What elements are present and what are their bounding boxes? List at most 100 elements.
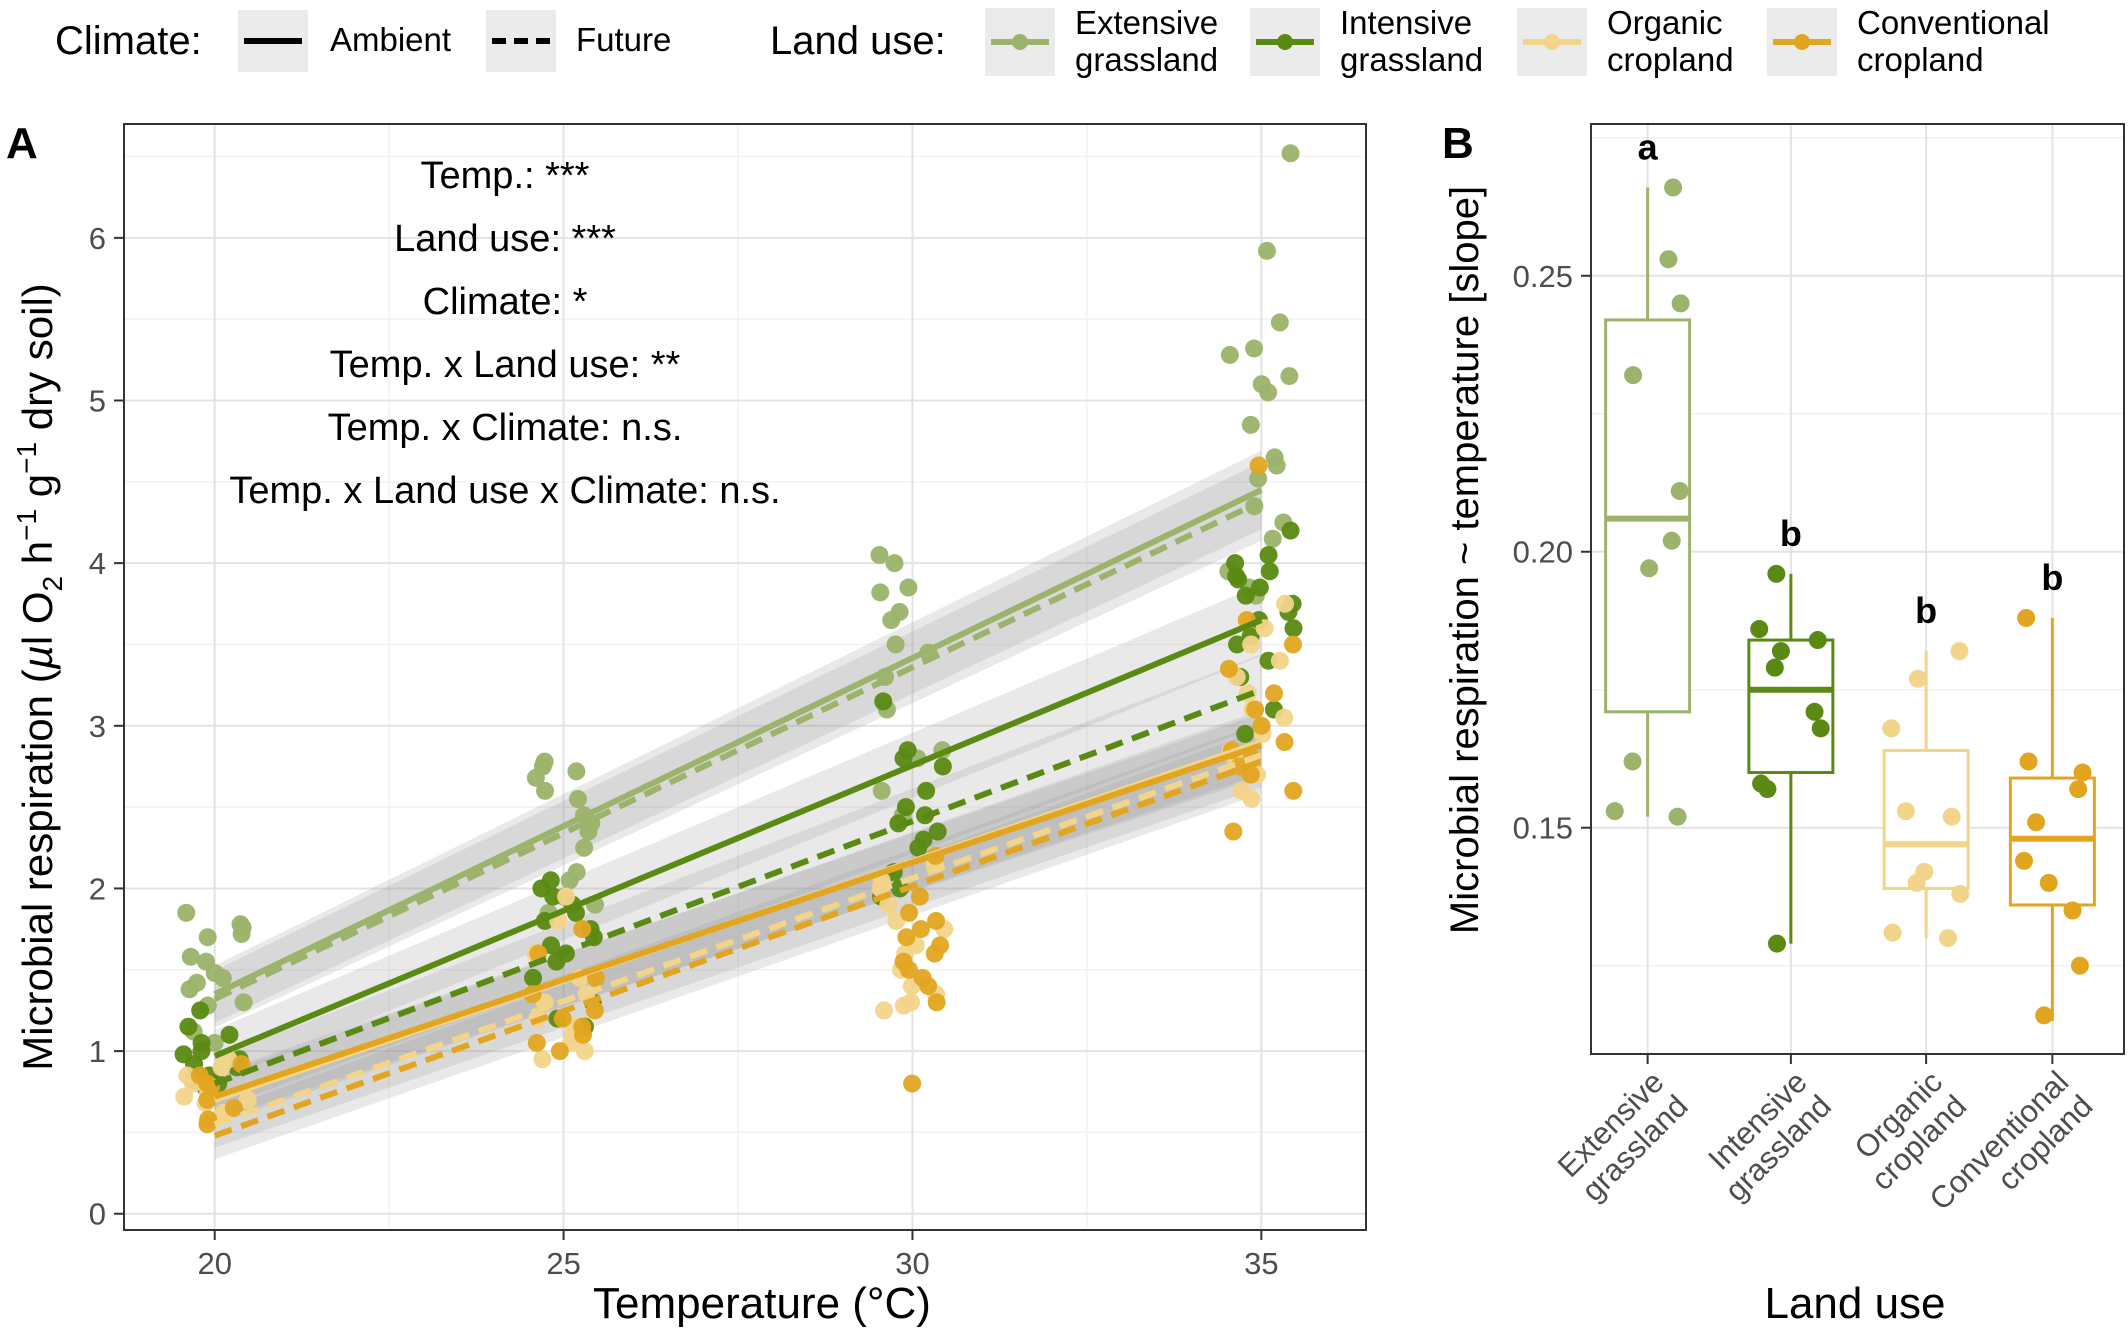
legend: Climate: Ambient Future Land use: Extens… — [55, 4, 2050, 78]
data-point-extensive-grassland — [579, 822, 598, 841]
ci-ribbon-organic-cropland-ambient — [214, 709, 1262, 1124]
box-data-point — [1659, 250, 1678, 269]
data-point-extensive-grassland — [232, 924, 251, 943]
data-point-intensive-grassland — [894, 749, 913, 768]
ylabel-part: −1 — [11, 442, 42, 474]
box-data-point — [2035, 1006, 2054, 1025]
data-point-organic-cropland — [1242, 635, 1261, 654]
data-point-conventional-cropland — [574, 1025, 593, 1044]
data-point-intensive-grassland — [874, 692, 893, 711]
box-data-point — [2073, 763, 2092, 782]
box-data-point — [1671, 294, 1690, 313]
data-point-extensive-grassland — [886, 635, 905, 654]
data-point-extensive-grassland — [899, 578, 918, 597]
data-point-intensive-grassland — [1228, 635, 1247, 654]
data-point-conventional-cropland — [198, 1090, 217, 1109]
data-point-conventional-cropland — [1246, 700, 1265, 719]
y-tick-label: 3 — [89, 709, 106, 744]
data-point-extensive-grassland — [871, 583, 890, 602]
data-point-conventional-cropland — [900, 903, 919, 922]
data-point-conventional-cropland — [527, 1033, 546, 1052]
legend-item-label: Intensive — [1340, 4, 1472, 41]
ci-ribbon-extensive-grassland-ambient — [214, 450, 1262, 1023]
fit-line-conventional-cropland-future — [213, 758, 1263, 1139]
panel-b-frame — [1590, 123, 2125, 1055]
box-data-point — [1767, 934, 1786, 953]
data-point-organic-cropland — [1242, 789, 1261, 808]
box-data-point — [1664, 178, 1683, 197]
data-point-extensive-grassland — [536, 781, 555, 800]
legend-key-ambient — [238, 10, 308, 72]
box-data-point — [1882, 719, 1901, 738]
legend-key-point — [1794, 34, 1810, 50]
y-tick-label: 0.15 — [1513, 811, 1573, 846]
data-point-intensive-grassland — [933, 757, 952, 776]
data-point-organic-cropland — [894, 996, 913, 1015]
data-point-organic-cropland — [212, 1058, 231, 1077]
box-organic-cropland: b — [1882, 590, 1970, 948]
box-data-point — [1767, 564, 1786, 583]
data-point-conventional-cropland — [1252, 716, 1271, 735]
data-point-intensive-grassland — [547, 952, 566, 971]
data-point-organic-cropland — [575, 1042, 594, 1061]
data-point-extensive-grassland — [1249, 469, 1268, 488]
box-data-point — [1938, 929, 1957, 948]
y-tick-label: 0.20 — [1513, 535, 1573, 570]
data-point-intensive-grassland — [179, 1017, 198, 1036]
data-point-extensive-grassland — [234, 993, 253, 1012]
ylabel-part: g — [14, 474, 61, 509]
box-data-point — [1640, 559, 1659, 578]
fit-line-conventional-cropland-ambient — [213, 742, 1263, 1100]
data-point-extensive-grassland — [1245, 339, 1264, 358]
y-tick-label: 6 — [89, 221, 106, 256]
box-extensive-grassland: a — [1604, 126, 1692, 826]
data-point-organic-cropland — [557, 887, 576, 906]
panel-a-ylabel: Microbial respiration (µl O2 h−1 g−1 dry… — [11, 283, 68, 1071]
fit-line-intensive-grassland-ambient — [213, 617, 1263, 1059]
ylabel-part: Microbial respiration ( — [14, 669, 61, 1070]
data-point-extensive-grassland — [180, 980, 199, 999]
data-point-conventional-cropland — [927, 993, 946, 1012]
data-point-extensive-grassland — [1267, 456, 1286, 475]
panel-b-boxes: a b b b — [1604, 126, 2096, 1025]
data-point-extensive-grassland — [205, 1033, 224, 1052]
data-point-conventional-cropland — [903, 1074, 922, 1093]
legend-item-extensive-grassland: Extensivegrassland — [985, 4, 1218, 78]
box-data-point — [1758, 780, 1777, 799]
data-point-conventional-cropland — [1219, 659, 1238, 678]
data-point-intensive-grassland — [1236, 586, 1255, 605]
x-tick-label: 30 — [895, 1246, 929, 1281]
data-point-conventional-cropland — [573, 920, 592, 939]
data-point-conventional-cropland — [1265, 684, 1284, 703]
box-data-point — [1623, 752, 1642, 771]
box-data-point — [1811, 719, 1830, 738]
legend-key-point — [1277, 34, 1293, 50]
x-tick-label: Intensivegrassland — [1694, 1064, 1838, 1208]
legend-landuse-title: Land use: — [770, 19, 946, 63]
stats-annotation: Temp.: *** — [421, 155, 590, 197]
fit-line-organic-cropland-future — [213, 752, 1263, 1128]
panel-a-axes: 0 1 2 3 4 5 6 20 25 30 35 — [89, 221, 1279, 1281]
data-point-extensive-grassland — [213, 968, 232, 987]
box-data-point — [2015, 851, 2034, 870]
ylabel-part: µ — [14, 645, 61, 670]
data-point-conventional-cropland — [232, 1055, 251, 1074]
ci-ribbon-conventional-cropland-ambient — [214, 713, 1262, 1121]
ci-ribbon-conventional-cropland-future — [214, 729, 1262, 1160]
box-data-point — [1670, 482, 1689, 501]
data-point-intensive-grassland — [917, 781, 936, 800]
box-conventional-cropland: b — [2008, 557, 2096, 1025]
box-data-point — [1908, 669, 1927, 688]
data-point-extensive-grassland — [198, 928, 217, 947]
data-point-conventional-cropland — [550, 1042, 569, 1061]
box-data-point — [2063, 901, 2082, 920]
data-point-organic-cropland — [175, 1087, 194, 1106]
data-point-conventional-cropland — [925, 944, 944, 963]
data-point-organic-cropland — [887, 911, 906, 930]
legend-item-label: Extensive — [1075, 4, 1218, 41]
data-point-extensive-grassland — [526, 768, 545, 787]
data-point-conventional-cropland — [1283, 635, 1302, 654]
data-point-conventional-cropland — [198, 1115, 217, 1134]
box-data-point — [1883, 923, 1902, 942]
box-data-point — [2027, 813, 2046, 832]
